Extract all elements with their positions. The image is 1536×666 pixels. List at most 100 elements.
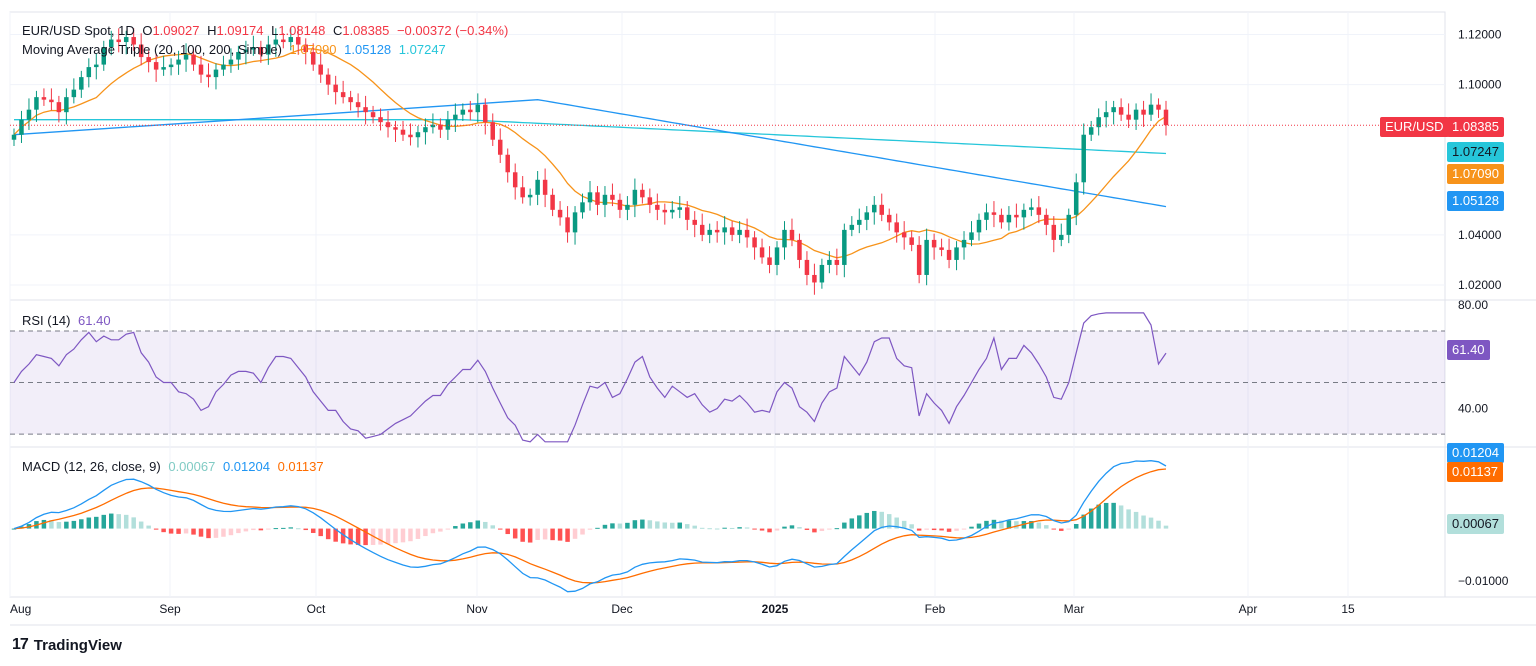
candle-body [243,49,249,53]
change-value: −0.00372 (−0.34%) [396,23,509,38]
candle-body [206,74,211,78]
macd-histogram-bar [1156,520,1161,529]
candle-body [1051,224,1057,240]
macd-histogram-bar [146,525,151,529]
macd-histogram-bar [759,528,765,531]
tradingview-logo[interactable]: 17 TradingView [12,636,122,654]
candle-body [505,154,510,173]
macd-histogram-bar [430,528,436,534]
macd-histogram-bar [857,515,862,529]
candle-body [131,37,136,45]
ma-legend: Moving Average Triple (20, 100, 200, Sim… [22,42,450,57]
time-tick-label: Nov [466,602,487,616]
hist-tag: 0.00067 [1447,514,1504,534]
candle-body [542,179,548,195]
macd-histogram-bar [1103,502,1109,529]
macd-histogram-bar [123,514,129,529]
candle-body [1021,209,1027,218]
macd-histogram-bar [565,528,570,542]
candle-body [722,227,727,233]
macd-histogram-bar [138,521,144,529]
macd-histogram-bar [86,517,92,529]
candle-body [737,229,742,235]
macd-histogram-bar [1088,508,1094,529]
candle-body [931,239,937,248]
time-tick-label: 2025 [762,602,789,616]
macd-histogram-bar [109,513,114,529]
candle-body [759,247,765,258]
candle-body [153,62,159,70]
candle-body [909,237,914,245]
candle-body [647,197,653,205]
macd-histogram-bar [625,522,630,529]
candle-body [393,127,398,130]
macd-histogram-bar [1118,505,1124,529]
macd-histogram-bar [782,526,787,529]
macd-histogram-bar [168,528,174,534]
macd-histogram-bar [243,528,249,532]
candle-body [984,212,989,220]
macd-line-value: 0.01204 [222,459,270,474]
macd-histogram-bar [527,528,533,543]
macd-histogram-bar [318,528,323,537]
candle-body [26,109,32,120]
candle-body [729,227,735,235]
macd-histogram-bar [939,528,944,531]
macd-histogram-bar [1059,528,1064,531]
macd-histogram-bar [834,528,840,530]
macd-histogram-bar [991,519,997,529]
candle-body [842,229,847,265]
candle-body [1141,109,1146,115]
open-value: 1.09027 [152,23,200,38]
rsi-line [13,312,1167,443]
candle-body [333,84,338,93]
price-tick-label: 1.04000 [1458,228,1502,242]
macd-histogram-bar [497,528,503,530]
candle-body [602,194,608,205]
macd-histogram-bar [303,528,308,531]
close-label: C [332,23,343,38]
candle-body [1036,207,1042,215]
macd-histogram-bar [393,528,398,544]
macd-histogram-bar [602,524,608,529]
candle-body [812,274,817,283]
macd-histogram-bar [969,526,974,529]
candle-body [303,44,308,53]
macd-histogram-bar [475,520,481,529]
candle-body [1014,214,1019,218]
macd-line [13,460,1167,593]
candle-body [625,204,630,210]
ma20-line [13,48,1167,259]
macd-histogram-bar [946,528,952,532]
candle-body [1006,214,1012,223]
macd-histogram-bar [767,528,772,533]
macd-histogram-bar [453,526,458,529]
candle-body [1163,109,1169,126]
macd-histogram-bar [879,511,884,529]
macd-histogram-bar [385,528,391,545]
candle-body [318,64,323,75]
candle-body [453,114,458,120]
candle-body [610,194,615,200]
candle-body [236,52,241,60]
last-price-tag: 1.08385 [1447,117,1504,137]
macd-histogram-bar [670,522,675,529]
macd-tick-label: −0.01000 [1458,574,1509,588]
macd-histogram-bar [1133,511,1139,529]
macd-histogram-bar [595,527,600,529]
candle-body [916,244,922,275]
candle-body [1126,114,1131,120]
candle-body [961,239,967,248]
candle-body [849,224,855,230]
ma-label: Moving Average Triple (20, 100, 200, Sim… [22,42,282,57]
candle-body [1059,234,1064,240]
candle-body [969,232,974,240]
macd-histogram-bar [281,527,286,529]
candle-body [1096,117,1101,128]
candle-body [872,204,877,213]
ohlc-legend: EUR/USD Spot, 1D O1.09027 H1.09174 L1.08… [22,23,512,38]
macd-histogram-bar [1111,502,1116,529]
candle-body [827,259,832,265]
candle-body [191,54,196,65]
